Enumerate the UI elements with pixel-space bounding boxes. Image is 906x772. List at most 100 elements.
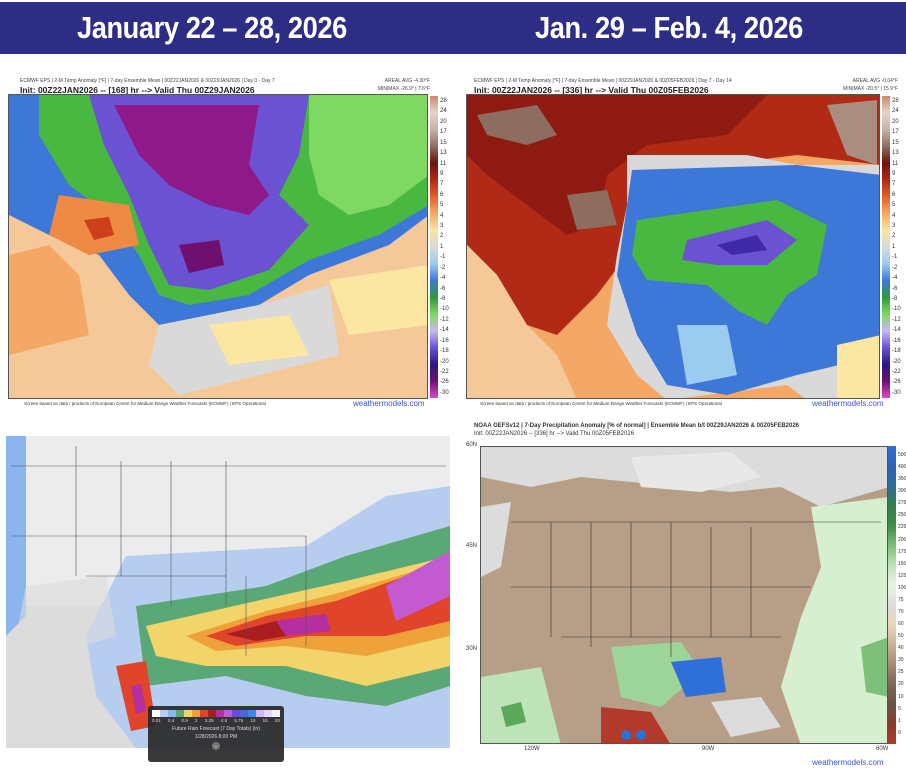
cb-label: -2: [892, 264, 898, 271]
cb-label: 3: [440, 223, 444, 230]
cb-label: 9: [440, 170, 444, 177]
rain-legend-title: Future Rain Forecast (7 Day Totals) (in): [172, 726, 260, 732]
cb-label: 25: [898, 669, 904, 676]
cb-label: 20: [892, 118, 899, 125]
cb-label: 350: [898, 476, 906, 483]
cb-label: 100: [898, 584, 906, 591]
temp-colorbar-week1: [430, 96, 438, 398]
legend-tick: 20: [274, 718, 280, 723]
rain-forecast-week1-panel: 0.01 0.4 0.9 2 3.25 4.5 5.75 10 15 20 Fu…: [6, 436, 450, 762]
cb-label: 2: [892, 233, 896, 240]
cb-label: -22: [440, 368, 449, 375]
panel-init: Init: 00Z22JAN2026 -- [336] hr --> Valid…: [474, 85, 709, 95]
cb-label: -12: [892, 316, 901, 323]
cb-label: 17: [892, 129, 899, 136]
cb-label: 11: [440, 160, 447, 167]
temp-colorbar-week2: [882, 96, 890, 398]
cb-label: 150: [898, 560, 906, 567]
cb-label: 7: [892, 181, 896, 188]
cb-label: 6: [892, 191, 896, 198]
data-credit: Screen based on data / products of Europ…: [480, 401, 722, 406]
cb-label: -1: [440, 254, 446, 261]
cb-label: 0: [898, 729, 901, 736]
temp-anomaly-week2-panel: ECMWF EPS | 2-M Temp Anomaly [°F] | 7-da…: [462, 74, 906, 410]
cb-label: -30: [892, 389, 901, 396]
cb-label: -30: [440, 389, 449, 396]
cb-label: 13: [892, 150, 899, 157]
cb-label: 24: [440, 108, 447, 115]
legend-tick: 15: [262, 718, 268, 723]
cb-label: 28: [892, 98, 899, 104]
cb-label: 275: [898, 500, 906, 507]
watermark-link[interactable]: weathermodels.com: [812, 758, 884, 767]
rain-legend-colorstrip: [152, 710, 280, 717]
watermark-link[interactable]: weathermodels.com: [353, 399, 425, 408]
cb-label: 500: [898, 452, 906, 458]
cb-label: -10: [440, 306, 449, 313]
cb-label: 11: [892, 160, 899, 167]
panel-meta: ECMWF EPS | 2-M Temp Anomaly [°F] | 7-da…: [20, 78, 275, 84]
temp-colorbar-labels-week2: 28 24 20 17 15 13 11 9 7 6 5 4 3 2 1 -1 …: [892, 98, 901, 396]
watermark-link[interactable]: weathermodels.com: [812, 399, 884, 408]
cb-label: -22: [892, 368, 901, 375]
legend-tick: 10: [250, 718, 256, 723]
cb-label: 1: [898, 717, 901, 724]
cb-label: 5: [892, 202, 896, 209]
cb-label: 300: [898, 488, 906, 495]
cb-label: 2: [440, 233, 444, 240]
legend-tick: 2: [195, 718, 198, 723]
cb-label: -12: [440, 316, 449, 323]
cb-label: 15: [892, 139, 899, 146]
cb-label: -6: [440, 285, 446, 292]
precip-colorbar: [888, 446, 896, 744]
temp-anomaly-map-week2: [466, 94, 880, 399]
lat-label-45n: 45N: [466, 543, 478, 549]
cb-label: -4: [892, 275, 898, 282]
rain-legend-time: 1/28/2026 8:00 PM: [194, 734, 238, 740]
cb-label: 4: [440, 212, 444, 219]
cb-label: -1: [892, 254, 898, 261]
cb-label: 24: [892, 108, 899, 115]
cb-label: 30: [898, 657, 904, 664]
cb-label: -4: [440, 275, 446, 282]
cb-label: 7: [440, 181, 444, 188]
panel-meta: NOAA GEFSv12 | 7-Day Precipitation Anoma…: [474, 423, 800, 429]
cb-label: 125: [898, 572, 906, 579]
cb-label: 10: [898, 693, 904, 700]
cb-label: -16: [440, 337, 449, 344]
cb-label: -10: [892, 306, 901, 313]
panel-init: Init: 00Z22JAN2026 -- [168] hr --> Valid…: [20, 85, 255, 95]
header-banner: January 22 – 28, 2026 Jan. 29 – Feb. 4, …: [0, 2, 906, 54]
cb-label: 9: [892, 170, 896, 177]
lon-label-90w: 90W: [702, 746, 715, 752]
cb-label: 5: [898, 705, 901, 712]
cb-label: -8: [892, 296, 898, 303]
cb-label: -20: [440, 358, 449, 365]
lon-label-120w: 120W: [524, 746, 540, 752]
cb-label: 225: [898, 524, 906, 531]
cb-label: 75: [898, 596, 904, 603]
cb-label: -16: [892, 337, 901, 344]
cb-label: 400: [898, 464, 906, 471]
rain-legend: 0.01 0.4 0.9 2 3.25 4.5 5.75 10 15 20 Fu…: [148, 706, 284, 762]
panel-meta: ECMWF EPS | 2-M Temp Anomaly [°F] | 7-da…: [474, 78, 732, 84]
precip-colorbar-labels: 500 400 350 300 275 250 225 200 175 150 …: [898, 452, 906, 736]
cb-label: 28: [440, 98, 447, 104]
cb-label: 13: [440, 150, 447, 157]
precip-anomaly-map: [480, 446, 888, 744]
panel-init: Init: 00Z22JAN2026 -- [336] hr --> Valid…: [474, 431, 635, 437]
area-avg: AREAL AVG -0.04°F: [852, 78, 898, 84]
cb-label: 20: [898, 681, 904, 688]
lon-label-60w: 60W: [876, 746, 889, 752]
legend-tick: 0.01: [152, 718, 161, 723]
cb-label: 6: [440, 191, 444, 198]
legend-collapse-button[interactable]: ⌄: [212, 742, 220, 750]
cb-label: -8: [440, 296, 446, 303]
legend-tick: 0.9: [181, 718, 188, 723]
cb-label: 1: [440, 243, 444, 250]
legend-tick: 3.25: [204, 718, 214, 723]
min-max: MIN|MAX -20.5° | 15.9°F: [843, 86, 898, 92]
cb-label: 60: [898, 621, 904, 628]
left-period-title: January 22 – 28, 2026: [77, 10, 347, 45]
